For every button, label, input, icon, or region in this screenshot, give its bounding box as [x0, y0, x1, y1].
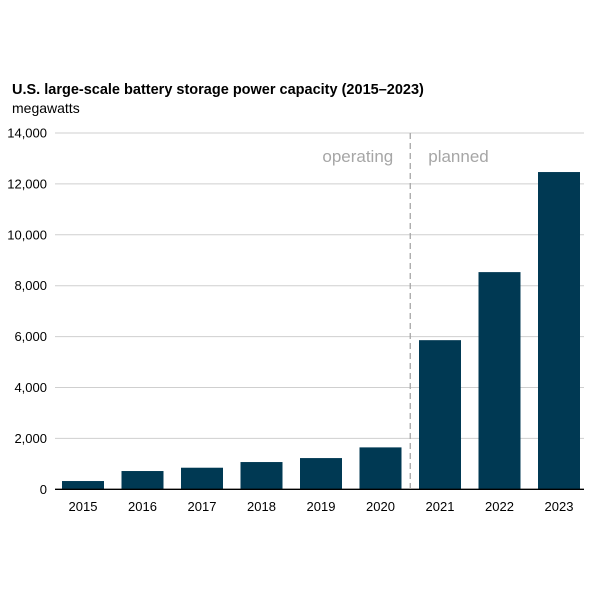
y-tick-label: 6,000	[14, 329, 47, 344]
bar-2019	[300, 458, 342, 490]
y-tick-label: 0	[40, 482, 47, 497]
y-tick-label: 12,000	[7, 176, 47, 191]
x-tick-label: 2019	[307, 499, 336, 514]
y-tick-label: 10,000	[7, 227, 47, 242]
x-tick-label: 2015	[69, 499, 98, 514]
x-tick-label: 2016	[128, 499, 157, 514]
bar-2022	[478, 272, 521, 490]
bar-2015	[62, 481, 104, 490]
x-tick-label: 2020	[366, 499, 395, 514]
x-tick-label: 2023	[545, 499, 574, 514]
y-tick-label: 8,000	[14, 278, 47, 293]
x-tick-label: 2022	[485, 499, 514, 514]
bar-2020	[359, 447, 402, 490]
annotation-planned: planned	[428, 147, 489, 166]
chart-subtitle: megawatts	[12, 100, 80, 116]
bar-2018	[240, 462, 283, 490]
x-tick-label: 2018	[247, 499, 276, 514]
chart-title: U.S. large-scale battery storage power c…	[12, 82, 424, 98]
y-tick-label: 14,000	[7, 126, 47, 141]
x-tick-label: 2021	[426, 499, 455, 514]
bar-2023	[538, 172, 580, 490]
bar-2021	[419, 340, 461, 490]
y-tick-label: 4,000	[14, 380, 47, 395]
annotation-operating: operating	[322, 147, 393, 166]
bar-2017	[181, 467, 223, 490]
bar-2016	[121, 471, 164, 490]
y-tick-label: 2,000	[14, 431, 47, 446]
x-tick-label: 2017	[188, 499, 217, 514]
